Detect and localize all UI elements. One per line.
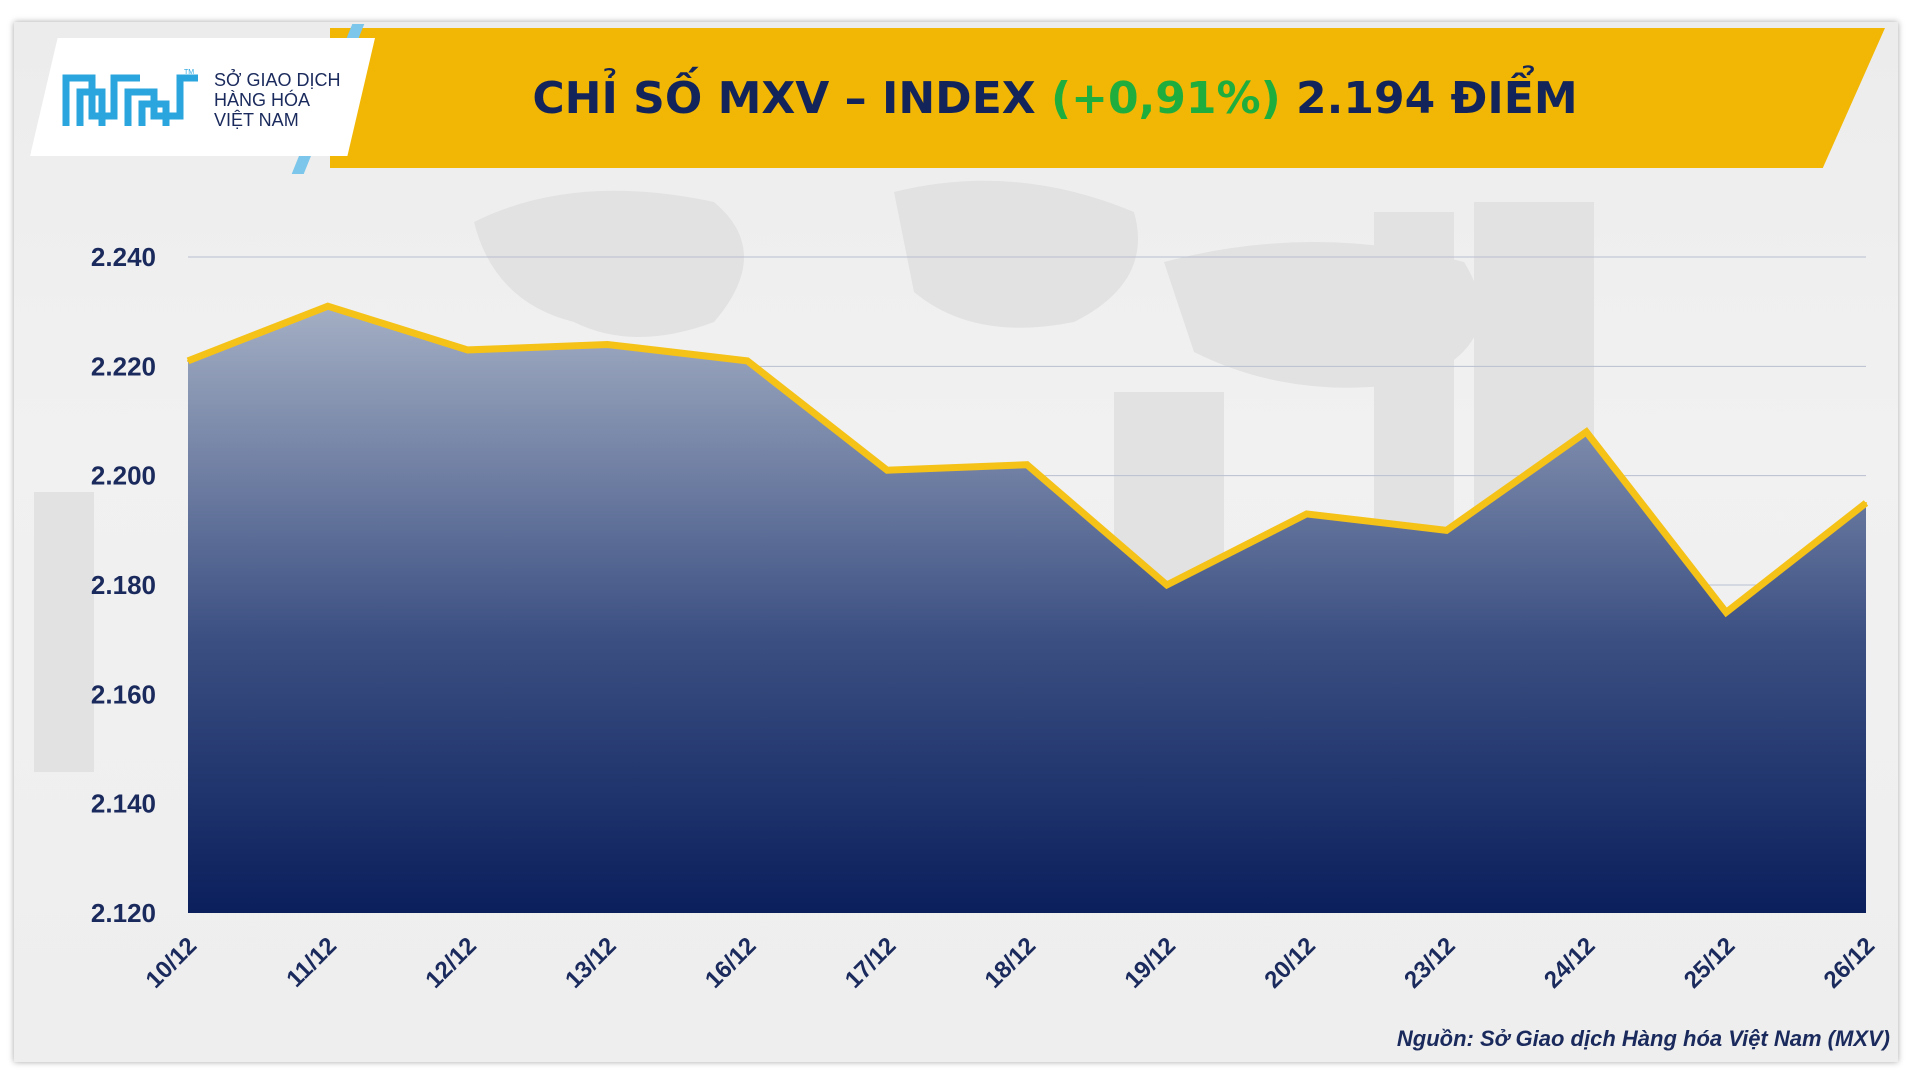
x-tick-label: 19/12 [1120, 932, 1182, 994]
logo-text: SỞ GIAO DỊCH HÀNG HÓA VIỆT NAM [214, 70, 340, 130]
x-tick-label: 18/12 [980, 932, 1042, 994]
y-tick-label: 2.220 [91, 351, 156, 381]
title-banner [330, 28, 1885, 168]
data-point [1165, 584, 1168, 586]
data-point [1725, 611, 1728, 614]
x-tick-label: 23/12 [1399, 932, 1461, 994]
data-point [746, 359, 749, 362]
data-point [1585, 430, 1588, 433]
series-area [188, 306, 1866, 913]
title-change: (+0,91%) [1051, 72, 1281, 124]
x-tick-label: 24/12 [1539, 932, 1601, 994]
x-tick-label: 17/12 [840, 932, 902, 994]
x-tick-label: 13/12 [560, 932, 622, 994]
data-point [466, 348, 469, 351]
source-note: Nguồn: Sở Giao dịch Hàng hóa Việt Nam (M… [1396, 1026, 1890, 1051]
x-tick-label: 16/12 [700, 932, 762, 994]
x-tick-label: 20/12 [1259, 932, 1321, 994]
mxv-logo-icon: TM [62, 69, 198, 126]
y-tick-label: 2.160 [91, 679, 156, 709]
x-tick-label: 10/12 [141, 932, 203, 994]
data-point [187, 359, 189, 362]
logo-line-3: VIỆT NAM [214, 110, 299, 130]
logo-box [30, 38, 375, 156]
y-tick-label: 2.140 [91, 789, 156, 819]
y-tick-label: 2.200 [91, 461, 156, 491]
logo-line-2: HÀNG HÓA [214, 90, 311, 110]
x-tick-label: 12/12 [420, 932, 482, 994]
data-point [1305, 512, 1308, 515]
title-prefix: CHỈ SỐ MXV – INDEX [532, 72, 1051, 124]
x-tick-label: 11/12 [281, 932, 342, 993]
data-point [1865, 502, 1867, 504]
chart-title: CHỈ SỐ MXV – INDEX (+0,91%) 2.194 ĐIỂM [330, 28, 1780, 168]
x-tick-label: 25/12 [1679, 932, 1741, 994]
title-suffix: 2.194 ĐIỂM [1280, 72, 1578, 124]
data-point [886, 469, 889, 472]
data-point [606, 343, 609, 346]
data-point [326, 305, 329, 308]
y-tick-label: 2.240 [91, 242, 156, 272]
x-tick-label: 26/12 [1819, 932, 1881, 994]
logo-tm: TM [184, 69, 194, 76]
data-point [1445, 529, 1448, 532]
y-tick-label: 2.180 [91, 570, 156, 600]
logo-line-1: SỞ GIAO DỊCH [214, 70, 341, 90]
data-point [1026, 463, 1028, 466]
y-tick-label: 2.120 [91, 898, 156, 928]
